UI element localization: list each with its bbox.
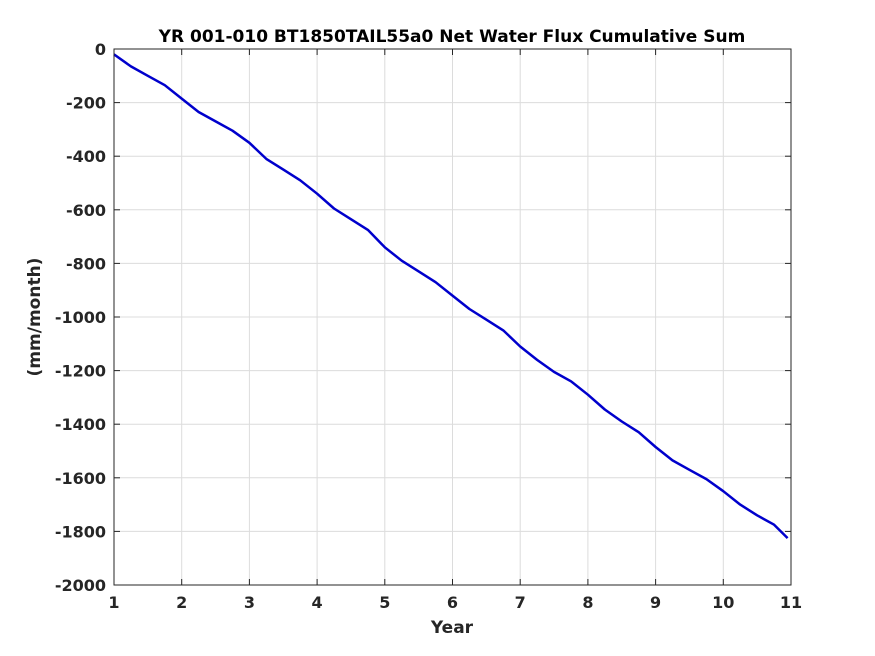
y-tick-label: 0 (95, 40, 106, 59)
x-tick-label: 9 (650, 593, 661, 612)
x-tick-label: 8 (582, 593, 593, 612)
axis-ticks (113, 48, 792, 586)
x-tick-label: 11 (780, 593, 802, 612)
y-tick-label: -800 (66, 254, 106, 273)
x-tick-label: 10 (712, 593, 734, 612)
x-tick-label: 6 (447, 593, 458, 612)
y-tick-label: -1400 (55, 415, 106, 434)
series-line (113, 53, 789, 539)
y-axis-label: (mm/month) (25, 258, 45, 377)
x-tick-labels: 1 2 3 4 5 6 7 8 9 10 11 (108, 593, 802, 612)
x-tick-label: 3 (244, 593, 255, 612)
x-tick-label: 2 (176, 593, 187, 612)
y-tick-label: -1600 (55, 469, 106, 488)
y-tick-label: -400 (66, 147, 106, 166)
y-tick-labels: 0 -200 -400 -600 -800 -1000 -1200 -1400 -1600 -18… (55, 40, 106, 595)
x-tick-label: 5 (379, 593, 390, 612)
chart-title: YR 001-010 BT1850TAIL55a0 Net Water Flux… (158, 27, 746, 47)
x-tick-label: 7 (515, 593, 526, 612)
x-tick-label: 1 (108, 593, 119, 612)
y-tick-label: -1200 (55, 362, 106, 381)
y-tick-label: -2000 (55, 576, 106, 595)
y-tick-label: -600 (66, 201, 106, 220)
y-tick-label: -1000 (55, 308, 106, 327)
y-tick-label: -200 (66, 94, 106, 113)
x-axis-label: Year (430, 618, 474, 638)
x-tick-label: 4 (312, 593, 323, 612)
y-tick-label: -1800 (55, 522, 106, 541)
